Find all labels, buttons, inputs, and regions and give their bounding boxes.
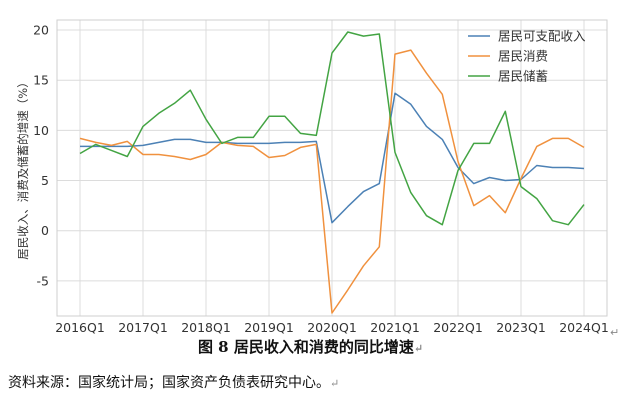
paragraph-mark: ↵ [610, 326, 619, 339]
y-tick-label: 15 [33, 73, 49, 88]
y-tick-label: 20 [33, 23, 49, 38]
chart-axes: -5 0 5 10 15 20 2016Q1 2017Q1 2018Q1 2019Q1 2020Q1… [33, 19, 619, 339]
series-line-3 [79, 31, 585, 226]
x-tick-label: 2018Q1 [181, 320, 231, 335]
x-tick-label: 2020Q1 [307, 320, 357, 335]
paragraph-mark: ↵ [330, 377, 340, 390]
source-text: 资料来源：国家统计局；国家资产负债表研究中心。 [8, 375, 330, 391]
x-tick-label: 2021Q1 [370, 320, 420, 335]
x-tick-label: 2024Q1 [559, 320, 609, 335]
legend-label: 居民储蓄 [498, 69, 548, 84]
legend-label: 居民消费 [498, 49, 548, 64]
y-tick-label: -5 [37, 273, 49, 288]
x-tick-label: 2023Q1 [496, 320, 546, 335]
series-line-1 [80, 92, 585, 224]
y-tick-label: 5 [41, 173, 49, 188]
figure-caption: 图 8 居民收入和消费的同比增速↵ [0, 336, 621, 357]
y-tick-label: 0 [41, 223, 49, 238]
x-tick-label: 2016Q1 [55, 320, 105, 335]
caption-text: 图 8 居民收入和消费的同比增速 [197, 338, 414, 356]
chart-grid [57, 20, 607, 316]
chart-series [79, 31, 585, 314]
source-note: 资料来源：国家统计局；国家资产负债表研究中心。↵ [8, 372, 339, 392]
x-tick-label: 2019Q1 [244, 320, 294, 335]
y-axis-label: 居民收入、消费及储蓄的增速（%） [16, 76, 30, 259]
x-tick-label: 2022Q1 [433, 320, 483, 335]
series-line-2 [79, 49, 585, 314]
paragraph-mark: ↵ [413, 342, 424, 355]
plot-frame [56, 19, 608, 317]
y-tick-label: 10 [33, 123, 49, 138]
x-tick-label: 2017Q1 [118, 320, 168, 335]
line-chart: -5 0 5 10 15 20 2016Q1 2017Q1 2018Q1 2019Q1 2020Q1… [16, 19, 619, 339]
legend-label: 居民可支配收入 [498, 29, 586, 44]
